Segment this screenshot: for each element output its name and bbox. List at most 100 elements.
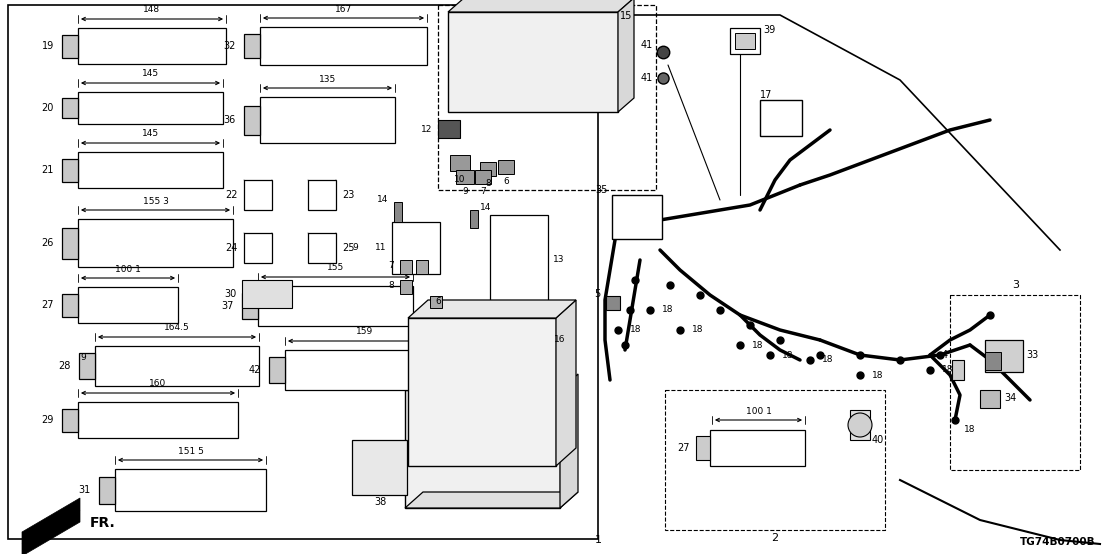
Text: 18: 18 (661, 305, 674, 315)
Polygon shape (406, 492, 578, 508)
Bar (62, 294, 78, 317)
Bar (242, 293, 258, 319)
Text: 41: 41 (640, 73, 653, 83)
Text: 19: 19 (42, 41, 54, 51)
Text: 164.5: 164.5 (164, 324, 189, 332)
Bar (258, 286, 413, 326)
Bar (95, 346, 259, 386)
Bar (78, 219, 233, 267)
Text: 167: 167 (335, 4, 352, 13)
Polygon shape (408, 300, 576, 318)
Bar (394, 202, 402, 222)
Bar (492, 310, 550, 368)
Bar (78, 287, 178, 323)
Bar (244, 180, 271, 210)
Bar (456, 170, 474, 184)
Text: 38: 38 (373, 497, 386, 507)
Text: 9: 9 (462, 187, 468, 197)
Bar (475, 170, 491, 184)
Bar (408, 318, 556, 466)
Text: 7: 7 (480, 187, 486, 197)
Text: 4: 4 (942, 350, 948, 360)
Bar (400, 280, 412, 294)
Text: 16: 16 (554, 335, 565, 343)
Text: 32: 32 (224, 41, 236, 51)
Text: 18: 18 (964, 425, 976, 434)
Text: 8: 8 (485, 179, 491, 188)
Text: 29: 29 (42, 415, 54, 425)
Bar (62, 228, 78, 259)
Text: 14: 14 (377, 196, 388, 204)
Bar (62, 35, 78, 58)
Text: 39: 39 (763, 25, 776, 35)
Text: 42: 42 (248, 365, 261, 375)
Text: 6: 6 (503, 177, 509, 187)
Text: 12: 12 (421, 125, 432, 134)
Bar (438, 120, 460, 138)
Text: 34: 34 (1004, 393, 1016, 403)
Bar (79, 353, 95, 379)
Text: 35: 35 (596, 185, 608, 195)
Text: 30: 30 (225, 289, 237, 299)
Bar (490, 215, 548, 303)
Text: 100 1: 100 1 (115, 264, 141, 274)
Bar (260, 27, 427, 65)
Text: 11: 11 (375, 244, 386, 253)
Polygon shape (556, 300, 576, 466)
Bar (696, 436, 710, 460)
Bar (710, 430, 806, 466)
Text: 18: 18 (752, 341, 763, 350)
Text: 5: 5 (594, 289, 601, 299)
Bar (242, 280, 293, 308)
Text: TG74B0700B: TG74B0700B (1019, 537, 1095, 547)
Text: 22: 22 (226, 190, 238, 200)
Bar (269, 357, 285, 383)
Text: 9: 9 (80, 353, 85, 362)
Bar (950, 295, 1080, 470)
Bar (730, 28, 760, 54)
Text: 28: 28 (59, 361, 71, 371)
Bar (406, 390, 560, 508)
Text: 160: 160 (150, 379, 166, 388)
Bar (480, 162, 496, 176)
Polygon shape (618, 0, 634, 112)
Bar (308, 233, 336, 263)
Bar (400, 260, 412, 274)
Text: 26: 26 (42, 238, 54, 248)
Text: 100 1: 100 1 (746, 407, 771, 416)
Polygon shape (448, 0, 634, 12)
Text: 25: 25 (342, 243, 355, 253)
Text: 37: 37 (222, 301, 234, 311)
Text: 14: 14 (480, 203, 491, 212)
Text: 13: 13 (553, 254, 564, 264)
Text: 23: 23 (342, 190, 355, 200)
Bar (438, 5, 656, 190)
Bar (985, 340, 1023, 372)
Text: 18: 18 (630, 326, 642, 335)
Text: 155 3: 155 3 (143, 197, 168, 206)
Bar (99, 477, 115, 504)
Text: 145: 145 (142, 69, 160, 79)
Text: 18: 18 (692, 326, 704, 335)
Bar (985, 352, 1001, 370)
Bar (952, 360, 964, 380)
Text: 24: 24 (226, 243, 238, 253)
Text: 3: 3 (1013, 280, 1019, 290)
Bar (308, 180, 336, 210)
Circle shape (848, 413, 872, 437)
Bar (244, 34, 260, 58)
Text: 15: 15 (620, 11, 633, 21)
Text: 20: 20 (42, 103, 54, 113)
Text: 18: 18 (782, 351, 793, 360)
Bar (735, 33, 755, 49)
Bar (416, 260, 428, 274)
Bar (606, 296, 620, 310)
Text: 17: 17 (760, 90, 772, 100)
Bar (497, 160, 514, 174)
Text: 18: 18 (872, 371, 883, 379)
Bar (448, 12, 618, 112)
Bar (78, 402, 238, 438)
Bar (979, 390, 1001, 408)
Text: 33: 33 (1026, 350, 1038, 360)
Bar (612, 195, 661, 239)
